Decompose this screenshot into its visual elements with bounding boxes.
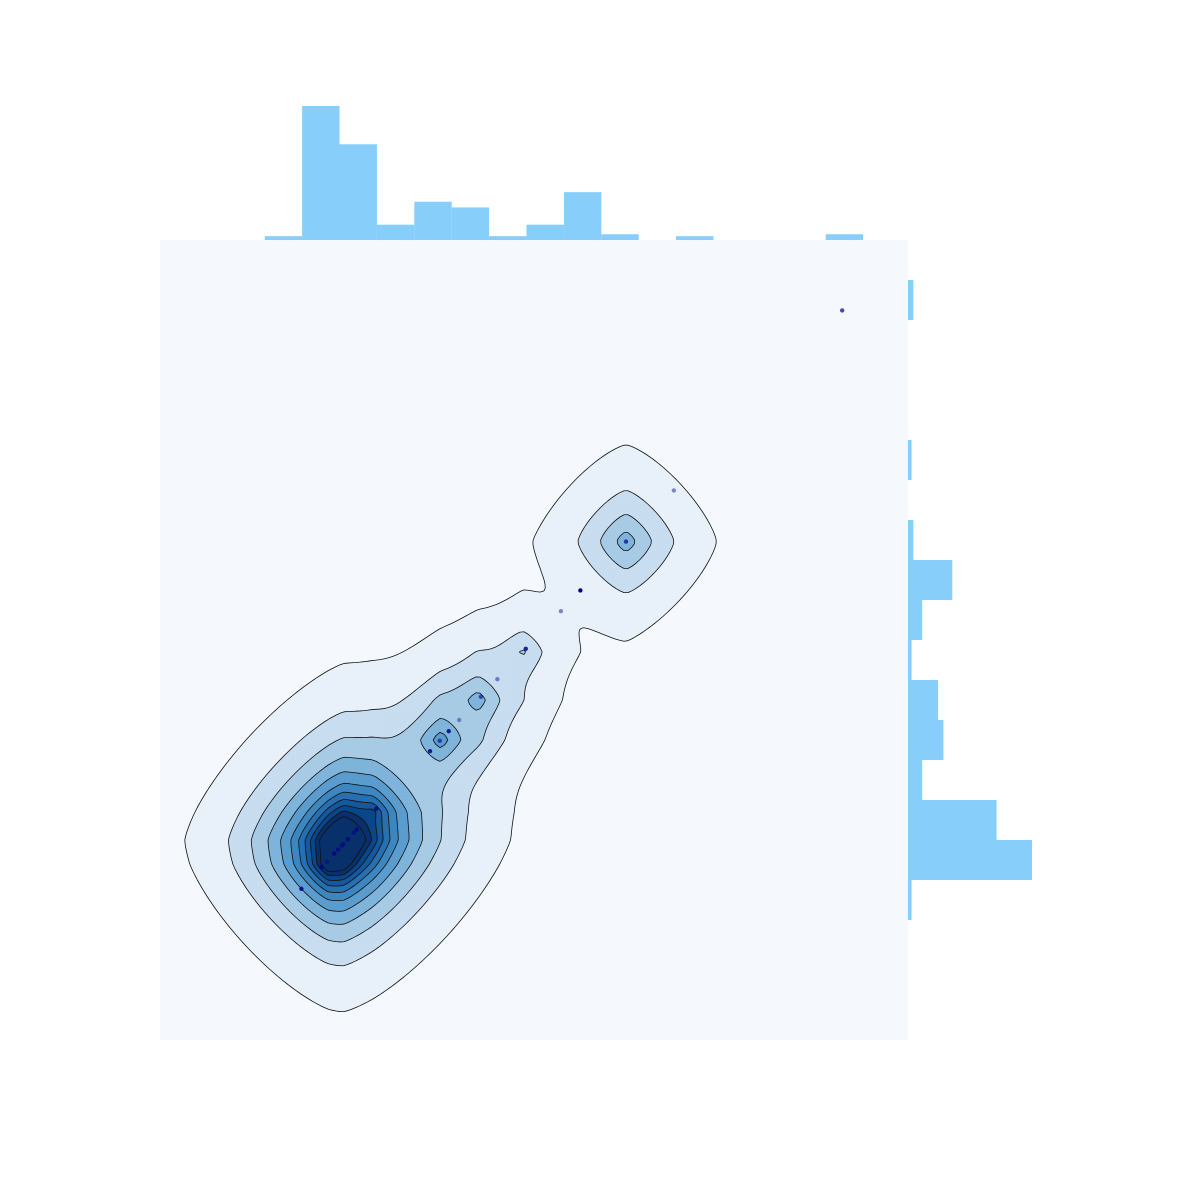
marginal-x-bar (451, 207, 490, 240)
scatter-point (839, 308, 845, 313)
scatter-point (345, 837, 350, 842)
kde-contour-line (310, 805, 378, 881)
marginal-y-bar (908, 840, 1032, 880)
marginal-y-bar (908, 280, 914, 320)
marginal-x-bar (264, 236, 303, 240)
scatter-point (558, 609, 564, 614)
scatter-point (446, 729, 451, 734)
scatter-point (578, 588, 583, 593)
scatter-point (319, 865, 324, 870)
scatter-point (324, 859, 330, 864)
marginal-y-bar (908, 600, 923, 640)
kde-contour-line (184, 444, 717, 1013)
marginal-x-bar (526, 224, 564, 240)
scatter-point (373, 806, 379, 811)
kde-contour-line (298, 791, 391, 893)
marginal-x-bar (376, 224, 415, 240)
marginal-x-bar (414, 201, 452, 240)
scatter-point (339, 843, 344, 848)
marginal-y-bar (908, 520, 914, 560)
marginal-x-bar (563, 192, 602, 240)
scatter-point (351, 830, 356, 835)
scatter-point (478, 694, 484, 699)
marginal-y-bar (908, 640, 912, 680)
scatter-point (523, 646, 528, 651)
scatter-point (623, 539, 629, 544)
marginal-x-bar (825, 234, 864, 240)
marginal-x-bar (489, 236, 527, 240)
scatter-point (335, 847, 341, 852)
scatter-point (437, 738, 442, 743)
kde-contour-line (319, 816, 367, 872)
marginal-y-bar (908, 440, 912, 480)
scatter-point (332, 851, 337, 856)
marginal-x-bar (302, 106, 340, 240)
kde-contour-layer (160, 240, 908, 1040)
kde-contour-line (290, 782, 399, 902)
scatter-point (457, 717, 462, 723)
marginal-y-bar (908, 760, 923, 800)
scatter-point (299, 886, 304, 891)
marginal-y-bar (908, 720, 944, 760)
scatter-point (495, 677, 500, 682)
kde-contour-line (304, 798, 384, 887)
marginal-x-bar (676, 236, 714, 240)
marginal-x-histogram (264, 106, 864, 240)
marginal-y-histogram (908, 280, 1032, 920)
kde-contour-line (250, 514, 652, 943)
scatter-point (671, 488, 677, 493)
marginal-y-bar (908, 800, 997, 840)
kde-contour-line (267, 532, 636, 925)
scatter-point (427, 749, 433, 754)
marginal-y-bar (908, 880, 912, 920)
kde-contour-line (314, 810, 372, 877)
scatter-point (354, 827, 359, 832)
scatter-points (299, 308, 845, 891)
marginal-y-bar (908, 560, 953, 600)
marginal-x-bar (601, 234, 639, 240)
marginal-x-bar (339, 144, 377, 240)
kde-contour-line (228, 490, 675, 967)
marginal-y-bar (908, 680, 939, 720)
